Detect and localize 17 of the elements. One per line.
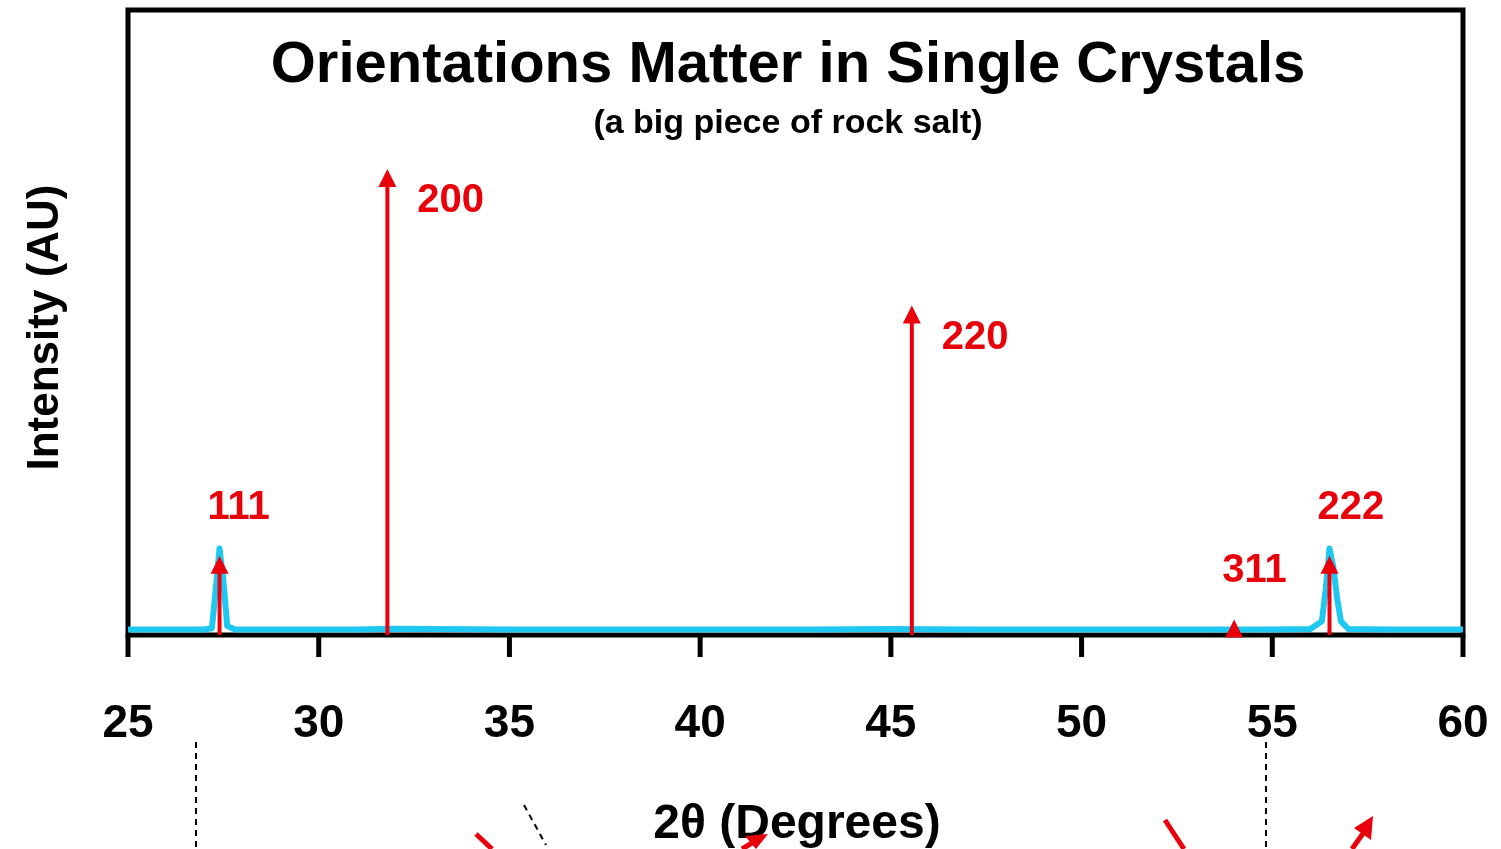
annotation: 311 — [1222, 546, 1287, 591]
x-tick-label: 40 — [674, 695, 726, 747]
x-tick-label: 50 — [1055, 695, 1108, 747]
annotation: 111 — [207, 482, 270, 527]
chart-subtitle: (a big piece of rock salt) — [593, 102, 983, 140]
x-tick-label: 30 — [293, 695, 345, 747]
annotation: 222 — [1317, 482, 1385, 527]
x-tick-label: 55 — [1246, 695, 1298, 747]
chart-title: Orientations Matter in Single Crystals — [270, 29, 1306, 94]
x-axis-title: 2θ (Degrees) — [653, 795, 941, 848]
x-tick-label: 35 — [483, 695, 536, 747]
x-tick-label: 60 — [1437, 695, 1489, 747]
x-tick-label: 45 — [865, 695, 917, 747]
y-axis-title: Intensity (AU) — [18, 184, 67, 471]
annotation: 200 — [417, 176, 485, 220]
annotation: 220 — [941, 312, 1009, 357]
x-tick-label: 25 — [102, 695, 154, 747]
